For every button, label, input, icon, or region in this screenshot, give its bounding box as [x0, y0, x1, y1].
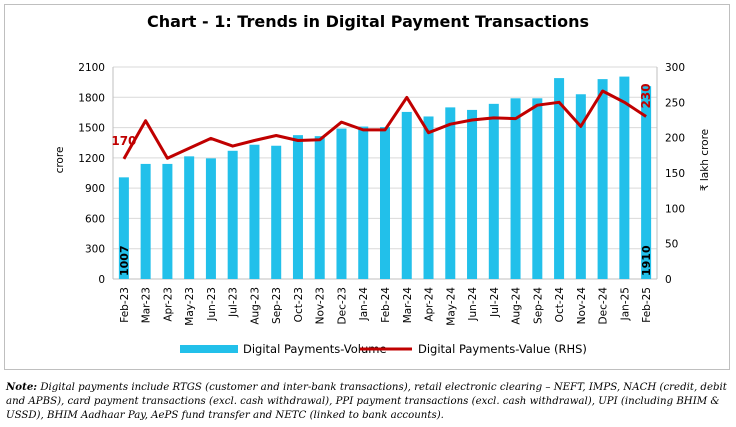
x-tick-label: Sep-24	[532, 287, 544, 324]
x-tick-label: Jun-24	[467, 287, 479, 322]
x-tick-label: Jan-24	[358, 287, 370, 322]
bar-volume	[249, 144, 260, 279]
x-tick-label: Jan-25	[619, 287, 631, 321]
bar-volume	[554, 78, 565, 279]
bar-volume	[184, 156, 195, 279]
x-tick-label: Aug-24	[511, 287, 523, 325]
y2-tick-label: 300	[665, 62, 685, 74]
bar-volume	[445, 107, 456, 279]
bar-volume	[118, 177, 129, 279]
y2-tick-label: 200	[665, 133, 685, 145]
legend-label-value: Digital Payments-Value (RHS)	[418, 342, 587, 356]
bar-volume	[379, 127, 391, 279]
bar-volume	[467, 109, 478, 280]
bar-volume	[641, 86, 652, 279]
x-tick-label: Feb-25	[641, 287, 653, 323]
bar-volume	[162, 163, 173, 279]
bar-volume	[271, 145, 282, 279]
chart-note: Note: Digital payments include RTGS (cus…	[6, 380, 730, 423]
y-tick-label: 1500	[78, 123, 105, 135]
note-label: Note:	[6, 381, 38, 393]
bar-volume	[597, 79, 608, 279]
x-tick-label: Dec-24	[598, 287, 610, 325]
y-tick-label: 0	[98, 274, 105, 286]
bar-volume	[358, 126, 369, 279]
note-text: Digital payments include RTGS (customer …	[6, 382, 727, 421]
x-tick-label: Apr-24	[424, 287, 436, 322]
data-label-volume: 1910	[640, 245, 653, 276]
y2-tick-label: 50	[665, 239, 678, 251]
x-tick-label: Aug-23	[249, 287, 261, 325]
y-tick-label: 1800	[78, 92, 105, 104]
x-tick-label: Jun-23	[206, 287, 218, 322]
legend-swatch-volume	[180, 345, 238, 353]
bar-volume	[336, 128, 347, 279]
y2-tick-label: 100	[665, 203, 685, 215]
data-label-volume: 1007	[118, 245, 131, 276]
x-tick-label: May-24	[445, 287, 457, 326]
y2-tick-label: 150	[665, 168, 685, 180]
y-tick-label: 1200	[78, 153, 105, 165]
data-label-value: 170	[111, 134, 136, 148]
x-tick-label: Feb-23	[119, 287, 131, 323]
bar-volume	[140, 163, 151, 279]
y-tick-label: 600	[85, 213, 105, 225]
x-tick-label: Feb-24	[380, 287, 392, 323]
y-tick-label: 300	[85, 244, 105, 256]
bar-volume	[488, 103, 499, 279]
data-label-value: 230	[639, 83, 653, 108]
y-axis-title: crore	[54, 147, 66, 174]
bar-volume	[423, 116, 434, 279]
x-tick-label: May-23	[184, 287, 196, 326]
x-tick-label: Jul-23	[228, 287, 240, 318]
chart-title: Chart - 1: Trends in Digital Payment Tra…	[146, 12, 590, 31]
x-tick-label: Apr-23	[162, 287, 174, 322]
chart-frame	[4, 4, 730, 370]
x-tick-label: Oct-24	[554, 287, 566, 323]
x-tick-label: Nov-23	[315, 287, 327, 324]
bar-volume	[619, 76, 630, 279]
x-tick-label: Sep-23	[271, 287, 283, 324]
y-tick-label: 2100	[78, 62, 105, 74]
y2-tick-label: 250	[665, 97, 685, 109]
y2-axis-title: ₹ lakh crore	[699, 129, 711, 191]
y-tick-label: 900	[85, 183, 105, 195]
x-tick-label: Dec-23	[336, 287, 348, 324]
bar-volume	[401, 111, 412, 279]
bar-volume	[205, 158, 216, 279]
x-tick-label: Nov-24	[576, 287, 588, 325]
x-tick-label: Mar-23	[141, 287, 153, 323]
y2-tick-label: 0	[665, 274, 672, 286]
legend-label-volume: Digital Payments-Volume	[243, 342, 387, 356]
x-tick-label: Jul-24	[489, 287, 501, 318]
line-value	[122, 89, 647, 160]
bar-volume	[575, 94, 586, 279]
x-tick-label: Mar-24	[402, 287, 414, 324]
bar-volume	[510, 98, 521, 280]
x-tick-label: Oct-23	[293, 287, 305, 322]
bar-volume	[292, 135, 303, 279]
bar-volume	[314, 136, 325, 279]
chart-plot: 0 300 600 900 1200 1500 1800 2100 0 50 100 150 200 25…	[54, 62, 711, 356]
bar-volume	[532, 98, 543, 280]
bar-volume	[227, 150, 238, 279]
